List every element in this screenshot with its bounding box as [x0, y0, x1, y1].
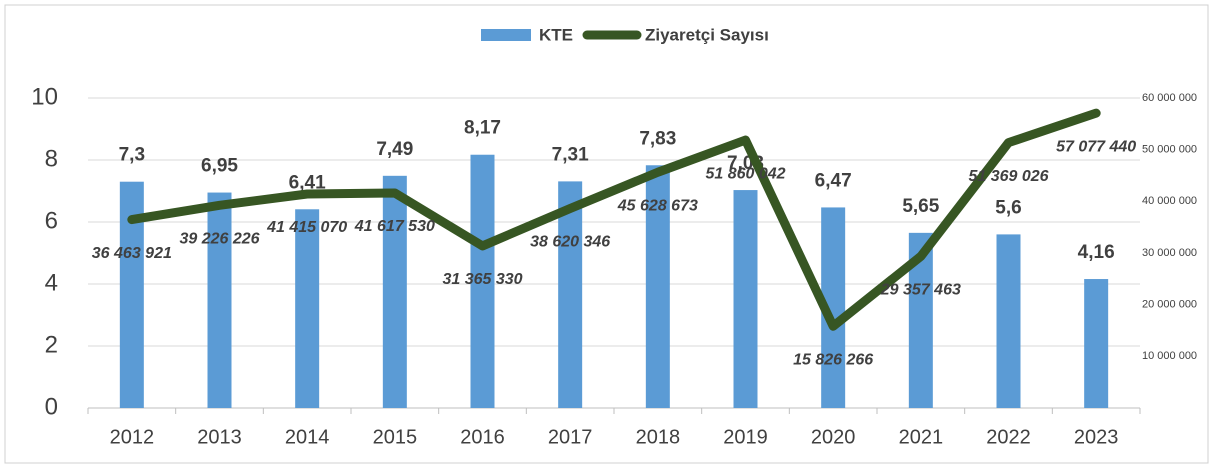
bar-value-label: 7,31 [552, 144, 589, 165]
bar-value-label: 5,6 [995, 197, 1021, 218]
legend-label: KTE [539, 25, 573, 44]
bar [645, 165, 670, 408]
line-value-label: 15 826 266 [793, 351, 873, 368]
bar [207, 192, 232, 408]
y-tick-label: 8 [45, 145, 58, 172]
bar-value-label: 4,16 [1078, 242, 1115, 263]
line-value-label: 41 617 530 [354, 218, 435, 235]
bar-value-label: 7,3 [119, 145, 145, 166]
x-tick-label: 2020 [811, 426, 856, 448]
line-value-label: 51 369 026 [968, 168, 1048, 185]
y-tick-label: 0 [45, 393, 58, 420]
legend-swatch [481, 29, 531, 41]
x-tick-label: 2017 [548, 426, 593, 448]
y-tick-label: 10 [31, 83, 58, 110]
line-value-label: 57 077 440 [1056, 138, 1136, 155]
bar [1084, 279, 1109, 408]
bar-value-label: 7,83 [639, 128, 676, 149]
bar-value-label: 5,65 [902, 196, 939, 217]
x-tick-label: 2023 [1074, 426, 1119, 448]
x-tick-label: 2019 [723, 426, 768, 448]
line-value-label: 45 628 673 [617, 197, 698, 214]
x-tick-label: 2018 [636, 426, 681, 448]
legend-label: Ziyaretçi Sayısı [645, 25, 769, 44]
y-tick-label: 4 [45, 269, 58, 296]
y2-tick-label: 30 000 000 [1142, 247, 1197, 259]
line-value-label: 38 620 346 [530, 234, 610, 251]
line-value-label: 36 463 921 [92, 245, 172, 262]
bar [470, 154, 495, 408]
x-tick-label: 2016 [460, 426, 505, 448]
y2-tick-label: 40 000 000 [1142, 195, 1197, 207]
x-tick-label: 2012 [110, 426, 155, 448]
x-tick-label: 2022 [986, 426, 1031, 448]
bar-value-label: 6,47 [815, 170, 852, 191]
bar [382, 175, 407, 408]
y2-tick-label: 20 000 000 [1142, 299, 1197, 311]
bar [295, 209, 320, 408]
bar-value-label: 6,95 [201, 156, 238, 177]
line-value-label: 31 365 330 [442, 271, 522, 288]
bar [733, 190, 758, 408]
line [127, 108, 1101, 331]
bar-value-label: 8,17 [464, 118, 501, 139]
x-tick-label: 2015 [373, 426, 418, 448]
x-tick-label: 2013 [197, 426, 242, 448]
line-value-label: 51 860 042 [705, 165, 785, 182]
line-value-label: 41 415 070 [266, 219, 347, 236]
line-value-label: 39 226 226 [179, 231, 259, 248]
y2-tick-label: 10 000 000 [1142, 350, 1197, 362]
y-tick-label: 2 [45, 331, 58, 358]
line-value-label: 29 357 463 [880, 282, 961, 299]
bar-value-label: 7,49 [376, 139, 413, 160]
bar [996, 234, 1021, 408]
x-tick-label: 2021 [899, 426, 944, 448]
y2-tick-label: 50 000 000 [1142, 144, 1197, 156]
y2-tick-label: 60 000 000 [1142, 92, 1197, 104]
bar [558, 181, 583, 408]
x-tick-label: 2014 [285, 426, 330, 448]
y-tick-label: 6 [45, 207, 58, 234]
bar-value-label: 6,41 [289, 172, 326, 193]
